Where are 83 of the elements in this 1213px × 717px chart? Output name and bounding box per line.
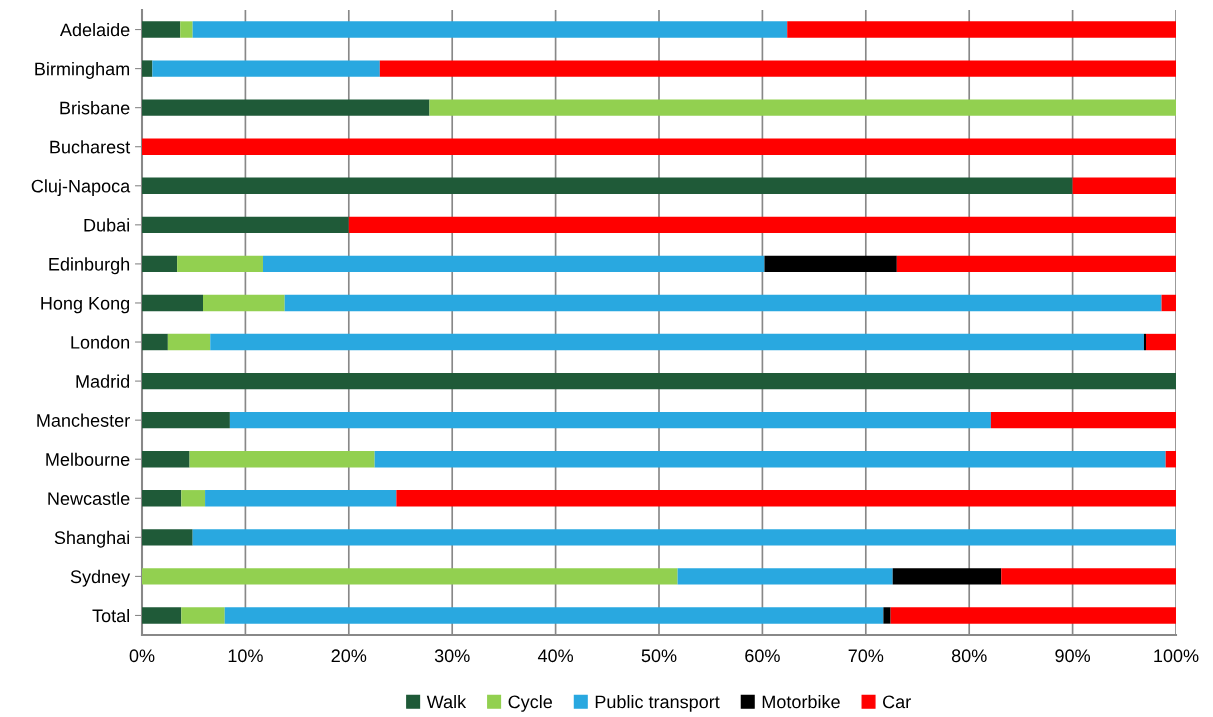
bar (990, 411, 1176, 429)
bar (177, 255, 263, 273)
y-tick-label: Shanghai (54, 530, 129, 548)
y-tick-label: Melbourne (46, 452, 130, 466)
bar (1143, 333, 1147, 351)
bar (374, 451, 1166, 468)
bar (203, 294, 285, 312)
bar (192, 21, 788, 38)
bar (142, 255, 178, 273)
y-tick-label: Brisbane (60, 101, 130, 115)
bar (892, 568, 1002, 585)
y-tick-label: Newcastle (48, 491, 130, 505)
bar (142, 568, 678, 585)
bar (189, 451, 375, 468)
bar (192, 529, 1176, 546)
x-tick-label: 90% (1055, 649, 1091, 663)
bar (205, 490, 397, 507)
bar (142, 372, 1176, 390)
bar (142, 216, 349, 234)
bar (142, 294, 204, 312)
bar (167, 333, 211, 351)
bar (284, 294, 1162, 312)
y-tick-label: Hong Kong (41, 297, 130, 314)
y-tick-label: Bucharest (50, 140, 131, 154)
bar (142, 490, 182, 507)
bar (896, 255, 1176, 273)
y-tick-label: London (71, 335, 130, 349)
y-tick-label: Adelaide (59, 22, 130, 37)
bar (677, 568, 893, 585)
bar (142, 451, 190, 468)
bar (262, 255, 765, 273)
bar (210, 333, 1144, 351)
bar (152, 60, 380, 77)
y-tick-label: Total (92, 608, 129, 623)
bar (142, 99, 430, 116)
legend-label: Walk (426, 695, 467, 709)
y-tick-label: Sydney (70, 569, 131, 587)
bar (379, 60, 1176, 77)
x-tick-label: 80% (951, 649, 987, 663)
bar (142, 607, 182, 624)
bar (348, 216, 1176, 234)
legend-label: Public transport (595, 695, 720, 712)
x-tick-label: 10% (228, 649, 263, 663)
y-tick-label: Dubai (84, 218, 129, 232)
y-tick-label: Edinburgh (49, 257, 130, 275)
bar (1161, 294, 1176, 312)
bar (181, 490, 206, 507)
legend-label: Car (883, 695, 911, 709)
x-tick-label: 100% (1154, 649, 1199, 663)
x-tick-label: 60% (745, 649, 780, 663)
bar (396, 490, 1176, 507)
bar (224, 607, 884, 624)
bar (142, 529, 193, 546)
x-tick-label: 70% (848, 649, 884, 663)
bar (1001, 568, 1176, 585)
bar (142, 138, 1176, 155)
y-tick-label: Madrid (76, 374, 130, 388)
bar (1165, 451, 1176, 468)
bar (1146, 333, 1176, 351)
x-tick-label: 40% (537, 649, 574, 663)
bar (142, 21, 181, 38)
bar (890, 607, 1176, 624)
x-tick-label: 50% (641, 649, 677, 663)
bar (181, 607, 225, 624)
bar (142, 60, 153, 77)
bar (142, 177, 1073, 194)
y-tick-label: Birmingham (35, 62, 130, 79)
legend-label: Cycle (508, 695, 552, 712)
x-tick-label: 30% (434, 649, 470, 663)
bar (429, 99, 1176, 116)
bar (764, 255, 897, 273)
bar (142, 333, 168, 351)
y-tick-label: Manchester (37, 413, 130, 427)
x-tick-label: 0% (129, 649, 155, 663)
bar (883, 607, 891, 624)
bar (229, 411, 991, 429)
y-tick-label: Cluj-Napoca (31, 179, 131, 197)
bar (180, 21, 193, 38)
x-tick-label: 20% (331, 649, 367, 663)
bar (142, 411, 230, 429)
legend-label: Motorbike (762, 695, 840, 709)
bar (787, 21, 1176, 38)
bar (1072, 177, 1176, 194)
